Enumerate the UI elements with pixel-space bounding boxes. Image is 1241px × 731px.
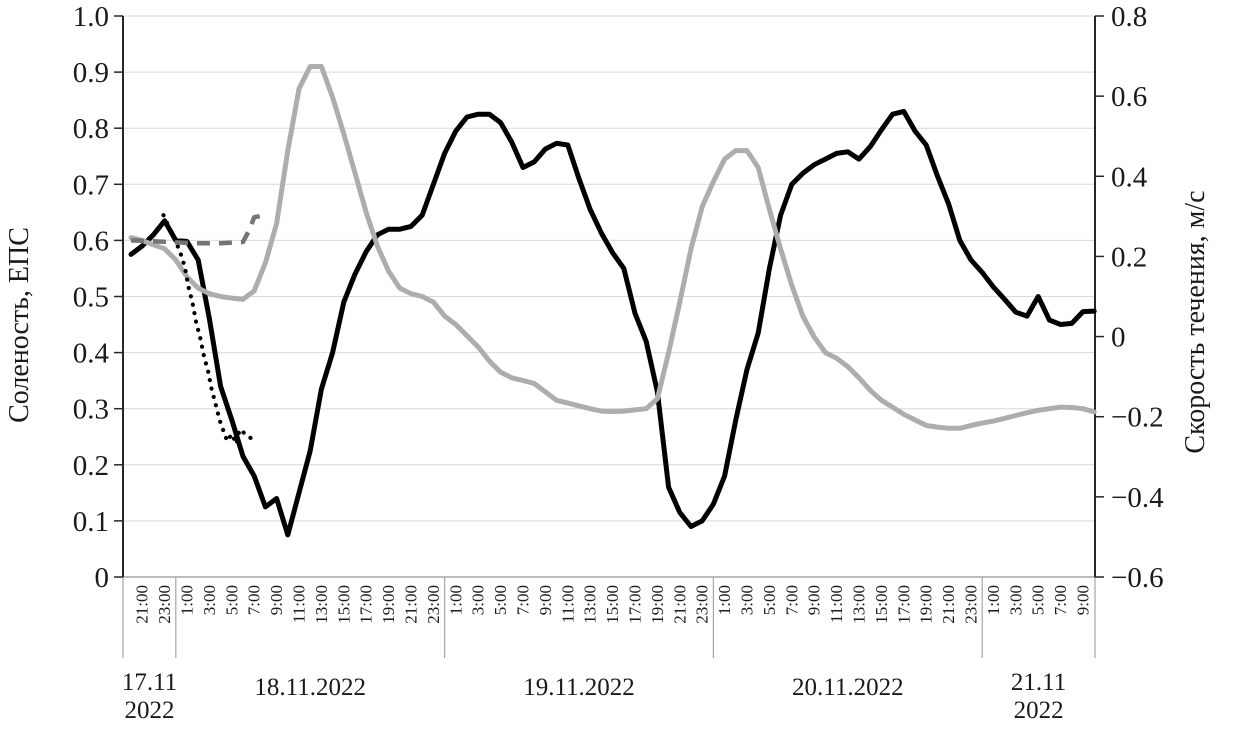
date-label: 17.11 (122, 669, 177, 696)
current-speed-gray-dashed-line (130, 212, 266, 246)
right-axis-tick-label: −0.2 (1111, 402, 1164, 434)
time-tick-label: 19:00 (917, 585, 936, 624)
left-axis-title: Соленость, ЕПС (4, 227, 35, 423)
salinity-black-solid-line (128, 108, 1097, 538)
salinity-black-dotted-line (161, 213, 259, 447)
left-axis-tick-label: 0.8 (73, 113, 109, 145)
time-tick-label: 21:00 (133, 585, 152, 624)
time-tick-label: 13:00 (581, 585, 600, 624)
time-tick-label: 11:00 (558, 585, 577, 623)
time-tick-label: 7:00 (1051, 585, 1070, 615)
time-tick-labels: 21:00 23:00 1:00 3:00 5:00 7:00 9:00 11:00 13:00… (133, 585, 1093, 624)
time-tick-label: 9:00 (536, 585, 555, 615)
time-tick-label: 1:00 (715, 585, 734, 615)
time-tick-label: 17:00 (626, 585, 645, 624)
date-separators (122, 577, 1096, 658)
time-tick-label: 5:00 (491, 585, 510, 615)
time-tick-label: 13:00 (312, 585, 331, 624)
time-tick-label: 7:00 (782, 585, 801, 615)
left-axis-tick-label: 0.3 (73, 394, 109, 426)
time-tick-label: 3:00 (200, 585, 219, 615)
time-tick-label: 15:00 (872, 585, 891, 624)
time-tick-label: 17:00 (894, 585, 913, 624)
time-tick-label: 3:00 (1006, 585, 1025, 615)
date-label: 19.11.2022 (523, 674, 635, 701)
time-tick-label: 23:00 (962, 585, 981, 624)
left-axis-tick-label: 0.4 (73, 338, 110, 370)
time-tick-label: 7:00 (514, 585, 533, 615)
time-tick-label: 17:00 (357, 585, 376, 624)
left-axis-tick-label: 0.5 (73, 282, 109, 314)
time-tick-label: 1:00 (984, 585, 1003, 615)
time-tick-label: 9:00 (1074, 585, 1093, 615)
right-axis-tick-label: 0 (1111, 322, 1126, 354)
left-axis-tick-label: 0 (95, 562, 110, 594)
time-tick-label: 23:00 (155, 585, 174, 624)
time-tick-label: 19:00 (648, 585, 667, 624)
time-tick-label: 19:00 (379, 585, 398, 624)
time-tick-label: 23:00 (693, 585, 712, 624)
time-tick-label: 11:00 (290, 585, 309, 623)
time-tick-label: 7:00 (245, 585, 264, 615)
right-axis-ticks: 0.8 0.6 0.4 0.2 0 −0.2 −0.4 −0.6 (1095, 1, 1164, 594)
time-tick-label: 11:00 (827, 585, 846, 623)
time-tick-label: 9:00 (805, 585, 824, 615)
time-tick-label: 9:00 (267, 585, 286, 615)
time-tick-label: 15:00 (334, 585, 353, 624)
time-tick-label: 1:00 (446, 585, 465, 615)
time-tick-label: 5:00 (760, 585, 779, 615)
date-label: 21.11 (1011, 669, 1066, 696)
date-label: 18.11.2022 (254, 674, 366, 701)
time-tick-label: 13:00 (850, 585, 869, 624)
left-axis-tick-label: 0.6 (73, 225, 109, 257)
date-label: 2022 (124, 697, 174, 724)
right-axis-title: Скорость течения, м/с (1180, 190, 1211, 453)
right-axis-tick-label: 0.2 (1111, 241, 1147, 273)
series-lines (128, 64, 1097, 538)
date-label: 2022 (1014, 697, 1064, 724)
right-axis-tick-label: −0.4 (1111, 482, 1164, 514)
left-axis-tick-label: 0.9 (73, 57, 109, 89)
right-axis-tick-label: 0.4 (1111, 161, 1148, 193)
time-tick-label: 5:00 (222, 585, 241, 615)
right-axis-tick-label: −0.6 (1111, 562, 1164, 594)
left-axis-tick-label: 0.1 (73, 506, 109, 538)
left-axis-tick-label: 0.7 (73, 169, 109, 201)
time-tick-label: 1:00 (178, 585, 197, 615)
left-axis-tick-label: 0.2 (73, 450, 109, 482)
time-tick-label: 21:00 (939, 585, 958, 624)
current-speed-gray-solid-line (128, 64, 1097, 431)
time-tick-label: 15:00 (603, 585, 622, 624)
time-tick-label: 3:00 (738, 585, 757, 615)
right-axis-tick-label: 0.8 (1111, 1, 1147, 33)
time-tick-label: 3:00 (469, 585, 488, 615)
gridlines (123, 15, 1095, 578)
left-axis-ticks: 1.0 0.9 0.8 0.7 0.6 0.5 0.4 0.3 0.2 0.1 0 (73, 1, 123, 594)
time-tick-label: 23:00 (424, 585, 443, 624)
time-tick-label: 21:00 (670, 585, 689, 624)
right-axis-tick-label: 0.6 (1111, 81, 1147, 113)
left-axis-tick-label: 1.0 (73, 1, 109, 33)
date-label: 20.11.2022 (792, 674, 904, 701)
time-tick-label: 5:00 (1029, 585, 1048, 615)
time-tick-label: 21:00 (402, 585, 421, 624)
